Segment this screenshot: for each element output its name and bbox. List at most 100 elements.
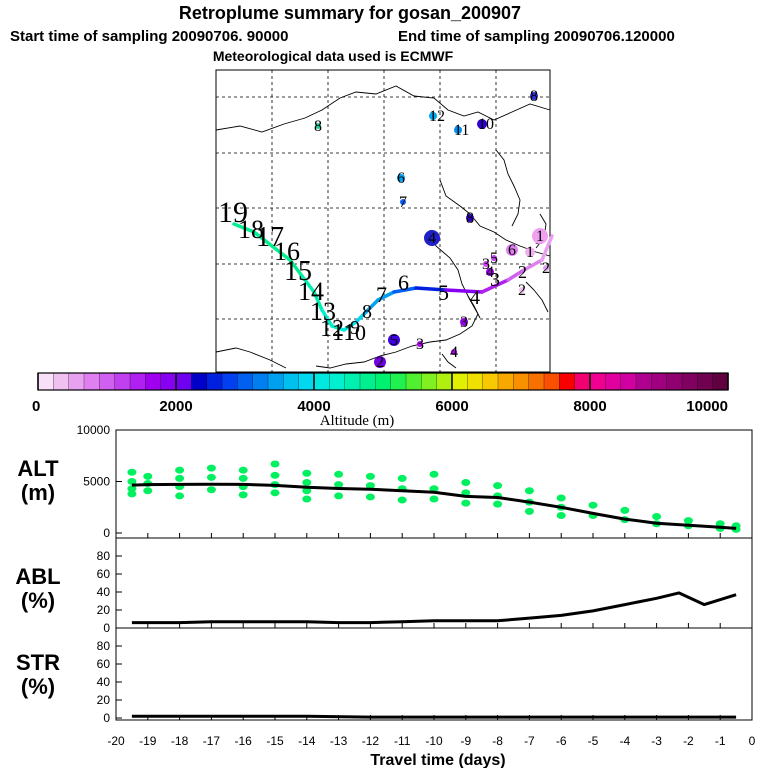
colorbar-swatch xyxy=(513,372,530,391)
cluster-label: 3 xyxy=(460,314,468,331)
cluster-marker xyxy=(483,261,489,267)
trajectory-day-label: 11 xyxy=(332,320,355,346)
alt-particle-point xyxy=(620,506,630,514)
trajectory-segment xyxy=(392,286,418,294)
colorbar-swatch xyxy=(421,372,438,391)
x-tick-label: -16 xyxy=(235,734,253,748)
trajectory-segment xyxy=(376,290,396,302)
alt-particle-point xyxy=(206,473,216,481)
cluster-label: 1 xyxy=(536,228,544,245)
colorbar-swatch xyxy=(252,372,269,391)
alt-particle-point xyxy=(493,482,503,490)
x-tick-label: -19 xyxy=(139,734,157,748)
cluster-label: 1 xyxy=(526,244,534,261)
colorbar-swatch xyxy=(574,372,591,391)
alt-particle-point xyxy=(302,495,312,503)
alt-particle-point xyxy=(175,466,185,474)
cluster-label: 10 xyxy=(478,116,494,133)
alt-particle-point xyxy=(429,470,439,478)
colorbar-swatch xyxy=(390,372,407,391)
cluster-label: 4 xyxy=(428,230,436,247)
alt-particle-point xyxy=(461,479,471,487)
trajectory-day-label: 4 xyxy=(470,287,480,309)
trajectory-day-label: 8 xyxy=(362,301,372,323)
series-line xyxy=(131,482,737,530)
alt-particle-point xyxy=(238,491,248,499)
alt-particle-point xyxy=(397,496,407,504)
trajectory-day-label: 10 xyxy=(344,320,366,345)
alt-panel-label: ALT xyxy=(17,456,59,481)
colorbar-swatch xyxy=(375,372,392,391)
altitude-colorbar: 0 2000 4000 6000 8000 10000 Altitude (m) xyxy=(32,372,729,429)
colorbar-swatch xyxy=(651,372,668,391)
alt-panel-unit: (m) xyxy=(21,480,55,505)
end-time-label: End time of sampling 20090706.120000 xyxy=(398,28,675,45)
x-tick-label: -11 xyxy=(394,734,411,748)
alt-particle-point xyxy=(365,482,375,490)
alt-particle-point xyxy=(302,469,312,477)
x-tick-label: -15 xyxy=(266,734,284,748)
series-line xyxy=(131,714,737,719)
alt-particle-point xyxy=(270,471,280,479)
alt-particle-point xyxy=(365,493,375,501)
cluster-marker xyxy=(374,356,386,368)
alt-particle-point xyxy=(334,470,344,478)
colorbar-swatch xyxy=(237,372,254,391)
colorbar-swatch xyxy=(329,372,346,391)
x-tick-label: -18 xyxy=(171,734,189,748)
colorbar-label: Altitude (m) xyxy=(320,413,395,429)
y-tick-label: 40 xyxy=(97,585,111,599)
trajectory-segment xyxy=(540,234,554,262)
colorbar-swatch xyxy=(482,372,499,391)
cluster-label: 4 xyxy=(450,344,458,361)
cluster-marker xyxy=(519,287,525,293)
abl-panel-label: ABL xyxy=(15,564,60,589)
str-panel-unit: (%) xyxy=(21,674,55,699)
cluster-marker xyxy=(388,334,400,346)
colorbar-swatch xyxy=(543,372,560,391)
alt-particle-point xyxy=(238,466,248,474)
cluster-label: 5 xyxy=(490,250,498,267)
cluster-marker xyxy=(506,244,518,256)
alt-particle-point xyxy=(238,474,248,482)
cluster-label: 11 xyxy=(454,122,469,139)
cluster-marker xyxy=(397,174,405,182)
colorbar-swatch xyxy=(436,372,453,391)
cluster-marker xyxy=(525,247,535,257)
colorbar-swatch xyxy=(53,372,70,391)
trajectory-segment xyxy=(300,274,316,294)
y-tick-label: 80 xyxy=(97,549,111,563)
alt-particle-point xyxy=(524,507,534,515)
colorbar-swatch xyxy=(405,372,422,391)
colorbar-swatch xyxy=(559,372,576,391)
colorbar-swatch xyxy=(283,372,300,391)
cluster-label: 2 xyxy=(542,260,550,277)
time-series-panels: ALT (m) ABL (%) STR (%) 0 5000 10000 0 20 40 6… xyxy=(15,423,755,768)
series-line xyxy=(131,591,737,625)
trajectory-segment xyxy=(444,288,484,294)
trajectory-day-label: 19 xyxy=(218,196,248,229)
x-axis-title: Travel time (days) xyxy=(370,752,505,768)
colorbar-tick-label: 8000 xyxy=(573,398,606,415)
trajectory-day-label: 14 xyxy=(298,277,324,306)
colorbar-swatch xyxy=(145,372,162,391)
alt-particle-point xyxy=(127,490,137,498)
trajectory-segment xyxy=(364,298,380,314)
alt-particle-point xyxy=(127,478,137,485)
cluster-marker xyxy=(417,341,423,347)
colorbar-swatch xyxy=(83,372,100,391)
y-tick-label: 20 xyxy=(97,693,111,707)
colorbar-swatch xyxy=(99,372,116,391)
trajectory-day-label: 16 xyxy=(274,237,300,266)
cluster-label: 2 xyxy=(376,354,384,371)
cluster-marker xyxy=(543,265,549,271)
alt-particle-point xyxy=(270,460,280,468)
colorbar-tick-label: 10000 xyxy=(686,398,728,415)
x-tick-label: -4 xyxy=(619,734,630,748)
alt-particle-point xyxy=(397,474,407,482)
cluster-marker xyxy=(491,255,497,261)
alt-particle-point xyxy=(588,501,598,509)
y-tick-label: 20 xyxy=(97,603,111,617)
cluster-marker xyxy=(429,112,437,120)
alt-particle-point xyxy=(206,464,216,472)
